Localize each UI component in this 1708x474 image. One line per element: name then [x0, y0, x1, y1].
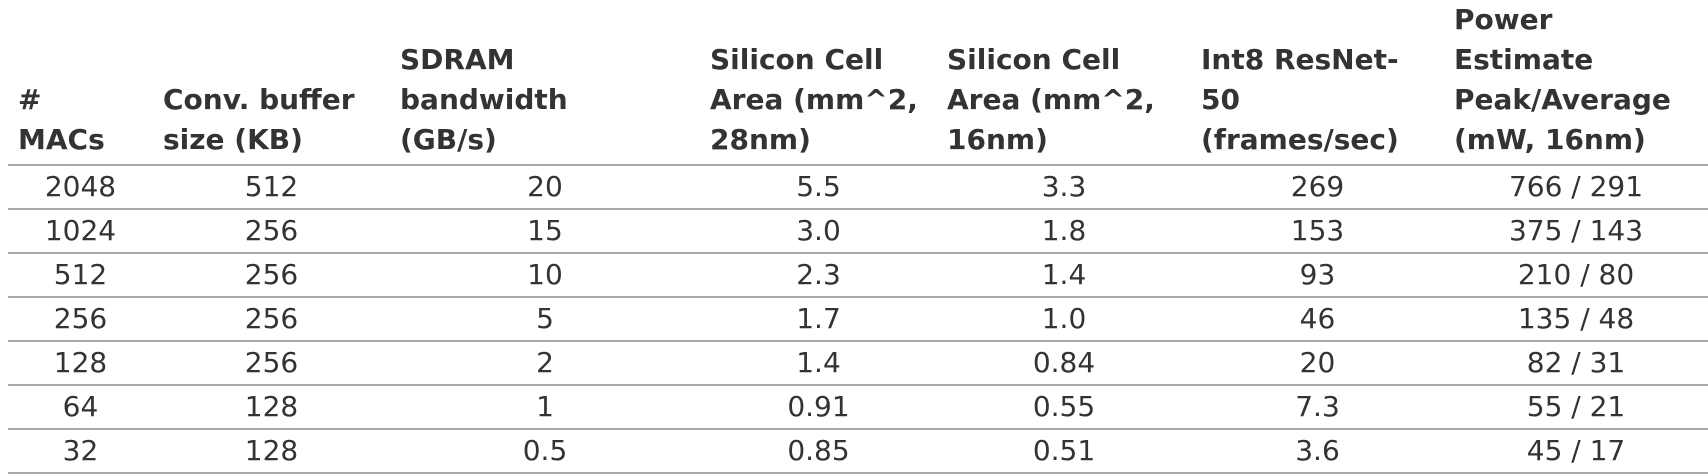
cell-area-16nm: 0.84	[937, 341, 1191, 386]
cell-area-16nm: 0.51	[937, 429, 1191, 474]
table-row: 2048 512 20 5.5 3.3 269 766 / 291	[8, 165, 1708, 210]
header-power-estimate: Power Estimate Peak/Average (mW, 16nm)	[1444, 0, 1708, 166]
cell-bandwidth: 5	[390, 297, 700, 342]
cell-power: 82 / 31	[1444, 341, 1708, 386]
spec-table: # MACs Conv. buffer size (KB) SDRAM band…	[8, 0, 1708, 474]
table-row: 32 128 0.5 0.85 0.51 3.6 45 / 17	[8, 429, 1708, 474]
cell-area-28nm: 0.85	[700, 429, 937, 474]
table-row: 128 256 2 1.4 0.84 20 82 / 31	[8, 341, 1708, 386]
table-row: 256 256 5 1.7 1.0 46 135 / 48	[8, 297, 1708, 342]
cell-macs: 512	[8, 253, 153, 298]
cell-fps: 3.6	[1191, 429, 1444, 474]
cell-area-28nm: 2.3	[700, 253, 937, 298]
cell-area-28nm: 1.7	[700, 297, 937, 342]
table-row: 512 256 10 2.3 1.4 93 210 / 80	[8, 253, 1708, 298]
cell-buffer: 512	[153, 165, 390, 210]
cell-power: 45 / 17	[1444, 429, 1708, 474]
header-macs: # MACs	[8, 0, 153, 166]
cell-bandwidth: 2	[390, 341, 700, 386]
cell-bandwidth: 20	[390, 165, 700, 210]
cell-area-28nm: 0.91	[700, 385, 937, 430]
cell-buffer: 256	[153, 253, 390, 298]
table-body: 2048 512 20 5.5 3.3 269 766 / 291 1024 2…	[8, 165, 1708, 474]
cell-area-16nm: 1.8	[937, 209, 1191, 254]
table-header: # MACs Conv. buffer size (KB) SDRAM band…	[8, 0, 1708, 166]
cell-macs: 1024	[8, 209, 153, 254]
cell-fps: 46	[1191, 297, 1444, 342]
cell-bandwidth: 1	[390, 385, 700, 430]
header-resnet-fps: Int8 ResNet- 50 (frames/sec)	[1191, 0, 1444, 166]
cell-area-16nm: 3.3	[937, 165, 1191, 210]
cell-macs: 256	[8, 297, 153, 342]
cell-bandwidth: 0.5	[390, 429, 700, 474]
header-row: # MACs Conv. buffer size (KB) SDRAM band…	[8, 0, 1708, 166]
cell-area-28nm: 3.0	[700, 209, 937, 254]
cell-area-28nm: 1.4	[700, 341, 937, 386]
cell-area-16nm: 1.0	[937, 297, 1191, 342]
cell-macs: 2048	[8, 165, 153, 210]
cell-fps: 93	[1191, 253, 1444, 298]
cell-buffer: 128	[153, 429, 390, 474]
cell-area-16nm: 1.4	[937, 253, 1191, 298]
cell-area-16nm: 0.55	[937, 385, 1191, 430]
cell-bandwidth: 15	[390, 209, 700, 254]
cell-bandwidth: 10	[390, 253, 700, 298]
cell-power: 375 / 143	[1444, 209, 1708, 254]
cell-power: 55 / 21	[1444, 385, 1708, 430]
cell-buffer: 256	[153, 297, 390, 342]
header-area-28nm: Silicon Cell Area (mm^2, 28nm)	[700, 0, 937, 166]
table-row: 1024 256 15 3.0 1.8 153 375 / 143	[8, 209, 1708, 254]
cell-fps: 20	[1191, 341, 1444, 386]
cell-power: 135 / 48	[1444, 297, 1708, 342]
header-conv-buffer: Conv. buffer size (KB)	[153, 0, 390, 166]
cell-macs: 128	[8, 341, 153, 386]
cell-fps: 269	[1191, 165, 1444, 210]
cell-buffer: 128	[153, 385, 390, 430]
cell-power: 210 / 80	[1444, 253, 1708, 298]
cell-power: 766 / 291	[1444, 165, 1708, 210]
cell-macs: 64	[8, 385, 153, 430]
header-sdram-bandwidth: SDRAM bandwidth (GB/s)	[390, 0, 700, 166]
cell-area-28nm: 5.5	[700, 165, 937, 210]
cell-macs: 32	[8, 429, 153, 474]
cell-buffer: 256	[153, 209, 390, 254]
cell-buffer: 256	[153, 341, 390, 386]
cell-fps: 7.3	[1191, 385, 1444, 430]
cell-fps: 153	[1191, 209, 1444, 254]
header-area-16nm: Silicon Cell Area (mm^2, 16nm)	[937, 0, 1191, 166]
table-row: 64 128 1 0.91 0.55 7.3 55 / 21	[8, 385, 1708, 430]
